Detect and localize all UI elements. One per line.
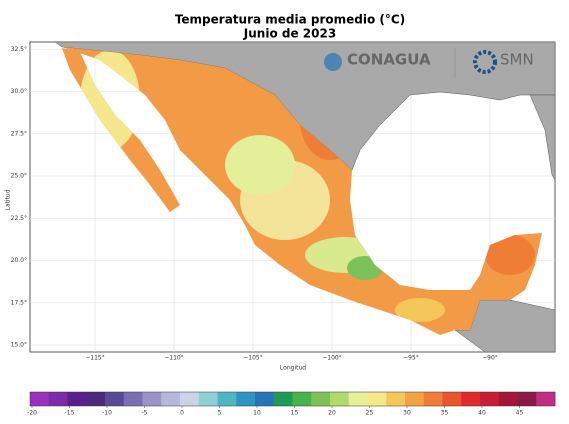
- colorbar-swatch: [198, 392, 218, 406]
- colorbar-swatch: [480, 392, 500, 406]
- colorbar-swatch: [142, 392, 162, 406]
- logo-text: SMN: [500, 51, 534, 69]
- colorbar-frame: [29, 391, 556, 407]
- colorbar-swatch: [292, 392, 312, 406]
- colorbar-tick-label: -20: [27, 410, 37, 417]
- x-axis-label: Longitud: [280, 365, 306, 372]
- colorbar-swatch: [236, 392, 256, 406]
- y-tick-label: 22.5°: [11, 215, 27, 222]
- colorbar-swatch: [255, 392, 275, 406]
- colorbar-swatch: [161, 392, 181, 406]
- colorbar-swatch: [86, 392, 106, 406]
- colorbar-swatch: [442, 392, 462, 406]
- x-tick-label: −95°: [403, 355, 419, 362]
- title: Temperatura media promedio (°C): [175, 13, 405, 27]
- colorbar-swatch: [123, 392, 143, 406]
- y-tick-label: 20.0°: [11, 257, 27, 264]
- y-tick-label: 17.5°: [11, 299, 27, 306]
- logo-text: CONAGUA: [347, 51, 431, 69]
- colorbar-swatch: [348, 392, 368, 406]
- colorbar-tick-label: 10: [253, 410, 261, 417]
- logo-conagua: CONAGUA SMN: [324, 48, 534, 78]
- colorbar-tick-label: 30: [403, 410, 411, 417]
- colorbar-swatch: [48, 392, 68, 406]
- colorbar-swatch: [461, 392, 481, 406]
- colorbar-tick-label: -10: [102, 410, 112, 417]
- y-tick-label: 32.5°: [11, 46, 27, 53]
- colorbar-swatch: [273, 392, 293, 406]
- x-tick-label: −100°: [322, 355, 341, 362]
- colorbar-swatch: [217, 392, 237, 406]
- colorbar-swatch: [330, 392, 350, 406]
- colorbar-tick-label: 45: [516, 410, 524, 417]
- x-tick-label: −110°: [164, 355, 183, 362]
- colorbar-swatch: [30, 392, 50, 406]
- colorbar-tick-label: 25: [366, 410, 374, 417]
- colorbar-swatch: [311, 392, 331, 406]
- colorbar-swatch: [517, 392, 537, 406]
- colorbar-tick-label: 0: [180, 410, 184, 417]
- colorbar-swatch: [180, 392, 200, 406]
- x-tick-label: −115°: [85, 355, 104, 362]
- colorbar-tick-label: 35: [441, 410, 449, 417]
- colorbar-swatch: [405, 392, 425, 406]
- colorbar-tick-label: 5: [218, 410, 222, 417]
- colorbar-swatch: [386, 392, 406, 406]
- colorbar-swatch: [498, 392, 518, 406]
- colorbar-tick-label: 20: [328, 410, 336, 417]
- y-tick-label: 27.5°: [11, 130, 27, 137]
- colorbar-tick-label: -5: [142, 410, 148, 417]
- colorbar-swatch: [536, 392, 556, 406]
- y-tick-label: 15.0°: [11, 342, 27, 349]
- colorbar-tick-label: -15: [65, 410, 75, 417]
- x-tick-label: −90°: [482, 355, 498, 362]
- colorbar-swatch: [105, 392, 125, 406]
- y-axis-label: Latitud: [5, 189, 12, 210]
- colorbar-tick-label: 40: [478, 410, 486, 417]
- y-tick-label: 30.0°: [11, 88, 27, 95]
- subtitle: Junio de 2023: [243, 27, 336, 41]
- colorbar-tick-label: 15: [291, 410, 299, 417]
- colorbar-swatch: [67, 392, 87, 406]
- colorbar-swatch: [423, 392, 443, 406]
- y-tick-label: 25.0°: [11, 173, 27, 180]
- x-tick-label: −105°: [243, 355, 262, 362]
- colorbar-swatch: [367, 392, 387, 406]
